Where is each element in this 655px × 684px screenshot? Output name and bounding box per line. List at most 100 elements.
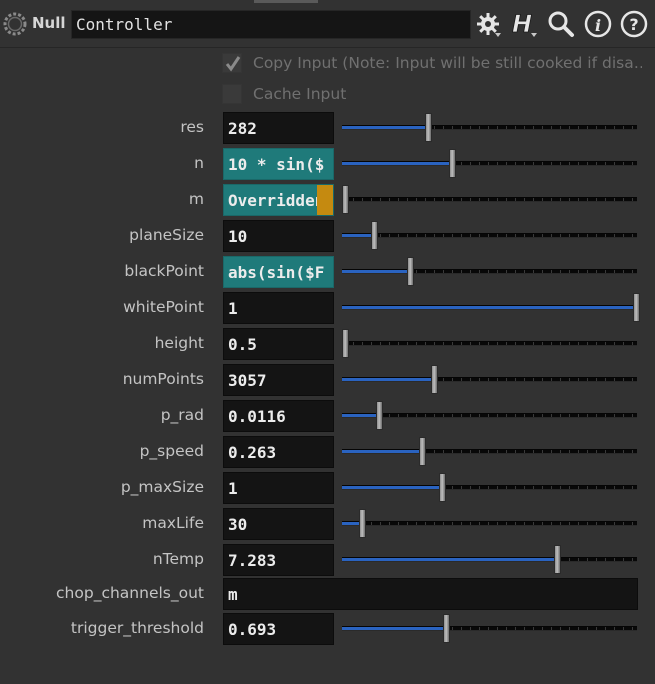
param-slider-p-rad[interactable] [342, 400, 637, 432]
param-field-m[interactable]: Overridden [223, 184, 334, 216]
param-field-res[interactable]: 282 [223, 112, 334, 144]
param-row-ntemp: nTemp 7.283 [0, 544, 655, 576]
param-field-maxlife[interactable]: 30 [223, 508, 334, 540]
param-slider-planesize[interactable] [342, 220, 637, 252]
slider-fill [342, 378, 435, 381]
override-indicator [317, 185, 333, 215]
param-label-p-maxsize: p_maxSize [120, 478, 204, 496]
slider-fill [342, 486, 442, 489]
checkmark-icon [225, 56, 241, 72]
param-label-ntemp: nTemp [152, 550, 204, 568]
param-slider-maxlife[interactable] [342, 508, 637, 540]
param-value-p-rad: 0.0116 [228, 407, 286, 426]
slider-fill [342, 522, 363, 525]
copy-input-toggle[interactable]: Copy Input (Note: Input will be still co… [222, 51, 642, 75]
param-row-n: n 10 * sin($ [0, 148, 655, 180]
param-label-p-speed: p_speed [139, 442, 204, 460]
info-icon[interactable]: i [583, 9, 613, 39]
gear-icon[interactable] [473, 9, 503, 39]
slider-handle[interactable] [431, 365, 439, 394]
param-value-res: 282 [228, 119, 257, 138]
param-row-trigger-threshold: trigger_threshold 0.693 [0, 613, 655, 645]
param-field-planesize[interactable]: 10 [223, 220, 334, 252]
svg-text:?: ? [629, 15, 638, 34]
param-row-m: m Overridden [0, 184, 655, 216]
param-value-p-maxsize: 1 [228, 479, 238, 498]
param-slider-height[interactable] [342, 328, 637, 360]
slider-fill [342, 414, 379, 417]
slider-handle[interactable] [553, 545, 561, 574]
param-value-chop-channels-out: m [228, 585, 238, 604]
header-separator [0, 47, 655, 48]
cache-input-toggle[interactable]: Cache Input [222, 82, 642, 106]
slider-ticks [344, 450, 635, 453]
param-slider-m[interactable] [342, 184, 637, 216]
slider-handle[interactable] [438, 473, 446, 502]
slider-handle[interactable] [633, 293, 640, 322]
slider-fill [342, 126, 428, 129]
param-field-ntemp[interactable]: 7.283 [223, 544, 334, 576]
slider-ticks [344, 627, 635, 630]
param-field-height[interactable]: 0.5 [223, 328, 334, 360]
param-field-p-rad[interactable]: 0.0116 [223, 400, 334, 432]
slider-handle[interactable] [342, 185, 349, 214]
svg-text:i: i [595, 16, 601, 35]
param-field-numpoints[interactable]: 3057 [223, 364, 334, 396]
search-icon[interactable] [546, 9, 576, 39]
slider-fill [342, 234, 374, 237]
hscript-language-icon[interactable]: H [509, 9, 539, 39]
slider-handle[interactable] [375, 401, 383, 430]
null-node-icon [3, 12, 27, 36]
param-slider-res[interactable] [342, 112, 637, 144]
param-slider-trigger-threshold[interactable] [342, 613, 637, 645]
slider-ticks [344, 522, 635, 525]
param-row-whitepoint: whitePoint 1 [0, 292, 655, 324]
param-label-blackpoint: blackPoint [124, 262, 204, 280]
param-label-n: n [194, 154, 204, 172]
param-slider-p-maxsize[interactable] [342, 472, 637, 504]
param-label-height: height [154, 334, 204, 352]
slider-fill [342, 627, 446, 630]
param-slider-p-speed[interactable] [342, 436, 637, 468]
param-slider-n[interactable] [342, 148, 637, 180]
param-field-p-maxsize[interactable]: 1 [223, 472, 334, 504]
param-row-res: res 282 [0, 112, 655, 144]
copy-input-checkbox[interactable] [222, 53, 242, 73]
param-field-blackpoint[interactable]: abs(sin($F [223, 256, 334, 288]
slider-handle[interactable] [449, 149, 457, 178]
slider-ticks [344, 162, 635, 165]
parameter-header: Null Controller H i [0, 0, 655, 48]
slider-handle[interactable] [418, 437, 426, 466]
help-icon[interactable]: ? [619, 9, 649, 39]
slider-handle[interactable] [359, 509, 367, 538]
param-field-p-speed[interactable]: 0.263 [223, 436, 334, 468]
param-value-whitepoint: 1 [228, 299, 238, 318]
param-label-m: m [188, 190, 204, 208]
param-field-chop-channels-out[interactable]: m [223, 578, 638, 610]
param-value-numpoints: 3057 [228, 371, 267, 390]
param-slider-ntemp[interactable] [342, 544, 637, 576]
pane-resize-nub[interactable] [254, 0, 318, 3]
param-field-n[interactable]: 10 * sin($ [223, 148, 334, 180]
param-row-height: height 0.5 [0, 328, 655, 360]
svg-text:H: H [512, 10, 532, 38]
param-value-p-speed: 0.263 [228, 443, 277, 462]
slider-handle[interactable] [370, 221, 378, 250]
param-slider-numpoints[interactable] [342, 364, 637, 396]
slider-handle[interactable] [407, 257, 415, 286]
slider-handle[interactable] [424, 113, 432, 142]
param-row-chop-channels-out: chop_channels_out m [0, 578, 655, 610]
slider-ticks [344, 198, 635, 201]
slider-handle[interactable] [342, 329, 349, 358]
param-field-trigger-threshold[interactable]: 0.693 [223, 613, 334, 645]
param-field-whitepoint[interactable]: 1 [223, 292, 334, 324]
slider-ticks [344, 234, 635, 237]
slider-fill [342, 162, 453, 165]
param-slider-whitepoint[interactable] [342, 292, 640, 324]
param-label-whitepoint: whitePoint [123, 298, 204, 316]
param-slider-blackpoint[interactable] [342, 256, 637, 288]
slider-handle[interactable] [442, 614, 450, 643]
cache-input-checkbox[interactable] [222, 84, 242, 104]
node-name-input[interactable]: Controller [71, 10, 471, 39]
cache-input-label: Cache Input [253, 85, 347, 103]
